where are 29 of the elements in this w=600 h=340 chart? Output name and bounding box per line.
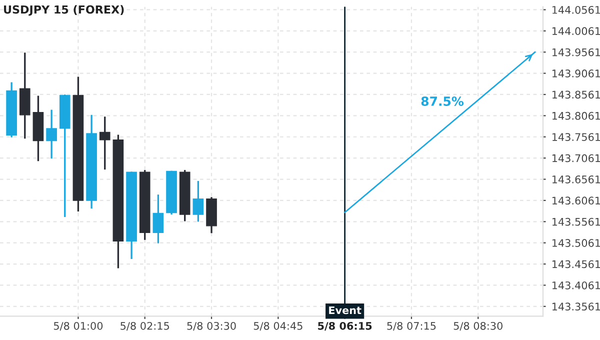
x-tick-label: 5/8 07:15 (387, 322, 436, 331)
x-tick-label: 5/8 06:15 (318, 322, 372, 331)
annotation: 87.5% (421, 96, 464, 106)
y-tick-label: 143.4561 (552, 260, 600, 268)
x-tick-label: 5/8 03:30 (187, 322, 236, 331)
y-tick-label: 143.7061 (552, 154, 600, 162)
y-tick-label: 143.8561 (552, 90, 600, 99)
y-tick-label: 144.0061 (552, 27, 600, 36)
y-tick-label: 144.0561 (552, 6, 600, 14)
y-tick-label: 143.5061 (552, 239, 600, 247)
y-tick-label: 143.5561 (552, 218, 600, 226)
ref-line-label: Event (329, 306, 362, 314)
y-tick-label: 143.9061 (552, 70, 600, 78)
chart-title: USDJPY 15 (FOREX) (4, 5, 124, 16)
y-tick-label: 143.4061 (552, 281, 600, 290)
candlestick (192, 180, 204, 223)
x-tick-label: 5/8 02:15 (120, 322, 169, 331)
candlestick (99, 116, 110, 170)
x-tick-label: 5/8 08:30 (454, 322, 502, 331)
y-tick-label: 143.6061 (552, 196, 600, 205)
y-tick-label: 143.9561 (552, 48, 600, 56)
candlestick (46, 108, 57, 160)
x-tick-label: 5/8 04:45 (254, 322, 302, 331)
y-tick-label: 143.8061 (552, 112, 600, 120)
x-tick-label: 5/8 01:00 (54, 322, 103, 331)
candlestick (152, 194, 164, 244)
y-tick-label: 143.7561 (552, 133, 600, 141)
y-tick-label: 143.6561 (552, 175, 600, 184)
y-tick-label: 143.3561 (552, 302, 600, 311)
